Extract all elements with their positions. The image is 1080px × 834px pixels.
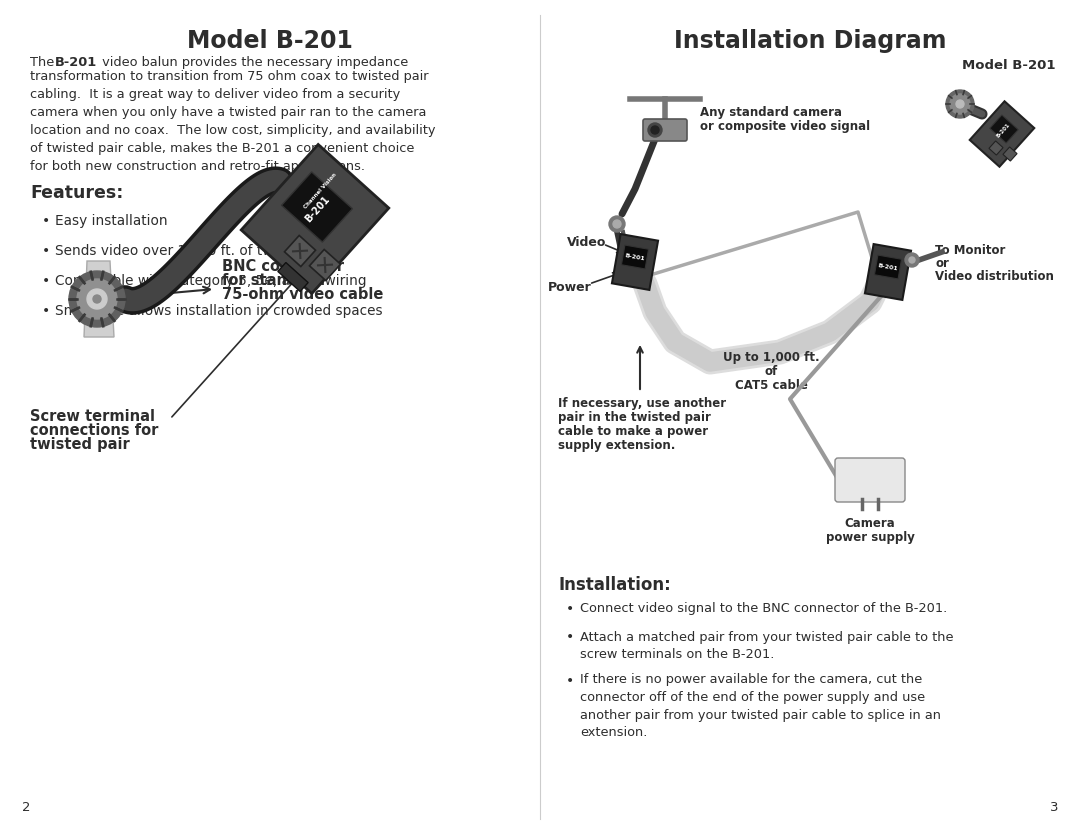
- FancyBboxPatch shape: [643, 119, 687, 141]
- Text: The: The: [30, 56, 58, 69]
- Circle shape: [950, 94, 970, 114]
- Circle shape: [909, 257, 915, 263]
- Text: supply extension.: supply extension.: [558, 439, 675, 452]
- Text: 75-ohm video cable: 75-ohm video cable: [222, 287, 383, 302]
- Text: •: •: [42, 214, 51, 228]
- Polygon shape: [970, 101, 1035, 167]
- Text: pair in the twisted pair: pair in the twisted pair: [558, 411, 711, 424]
- Text: Power: Power: [549, 280, 592, 294]
- Polygon shape: [278, 263, 308, 292]
- Polygon shape: [612, 234, 658, 290]
- Text: Video distribution: Video distribution: [935, 269, 1054, 283]
- Text: 3: 3: [1050, 801, 1058, 814]
- Polygon shape: [241, 144, 389, 294]
- Text: If there is no power available for the camera, cut the
connector off of the end : If there is no power available for the c…: [580, 674, 941, 739]
- Polygon shape: [621, 245, 649, 269]
- Text: for standard: for standard: [222, 273, 325, 288]
- Text: B-201: B-201: [624, 253, 646, 261]
- Text: Up to 1,000 ft.: Up to 1,000 ft.: [723, 350, 820, 364]
- Polygon shape: [282, 172, 352, 242]
- Text: Video: Video: [567, 235, 607, 249]
- Text: If necessary, use another: If necessary, use another: [558, 397, 726, 410]
- Circle shape: [905, 253, 919, 267]
- Text: Installation:: Installation:: [558, 576, 671, 594]
- Text: Camera: Camera: [845, 517, 895, 530]
- Text: connections for: connections for: [30, 423, 159, 438]
- Text: or: or: [935, 257, 949, 269]
- Text: Model B-201: Model B-201: [187, 29, 353, 53]
- Circle shape: [87, 289, 107, 309]
- Text: B-201: B-201: [302, 193, 332, 224]
- Text: BNC connector: BNC connector: [222, 259, 345, 274]
- Circle shape: [609, 216, 625, 232]
- Text: Features:: Features:: [30, 184, 123, 202]
- Text: •: •: [566, 602, 575, 616]
- Text: Attach a matched pair from your twisted pair cable to the
screw terminals on the: Attach a matched pair from your twisted …: [580, 631, 954, 661]
- Text: •: •: [566, 674, 575, 687]
- Circle shape: [651, 126, 659, 134]
- Text: •: •: [42, 244, 51, 258]
- Text: CAT5 cable: CAT5 cable: [734, 379, 808, 391]
- Polygon shape: [875, 255, 902, 279]
- Text: •: •: [42, 304, 51, 318]
- Text: Channel Vision: Channel Vision: [302, 173, 337, 210]
- Text: transformation to transition from 75 ohm coax to twisted pair
cabling.  It is a : transformation to transition from 75 ohm…: [30, 70, 435, 173]
- Polygon shape: [1003, 147, 1017, 161]
- Polygon shape: [865, 244, 912, 300]
- Polygon shape: [310, 249, 340, 280]
- Text: •: •: [566, 631, 575, 645]
- Text: twisted pair: twisted pair: [30, 437, 130, 452]
- Polygon shape: [989, 141, 1003, 155]
- Circle shape: [77, 279, 117, 319]
- Text: B-201: B-201: [877, 263, 899, 271]
- Text: Connect video signal to the BNC connector of the B-201.: Connect video signal to the BNC connecto…: [580, 602, 947, 615]
- Text: Compatible with Category 5, 5e, and 6 wiring: Compatible with Category 5, 5e, and 6 wi…: [55, 274, 366, 288]
- Text: Installation Diagram: Installation Diagram: [674, 29, 946, 53]
- Text: Sends video over 1,000 ft. of twisted pair: Sends video over 1,000 ft. of twisted pa…: [55, 244, 338, 258]
- FancyBboxPatch shape: [835, 458, 905, 502]
- Text: B-201: B-201: [55, 56, 97, 69]
- Text: or composite video signal: or composite video signal: [700, 119, 870, 133]
- Text: Easy installation: Easy installation: [55, 214, 167, 228]
- Polygon shape: [84, 261, 114, 337]
- Text: •: •: [42, 274, 51, 288]
- Polygon shape: [284, 235, 315, 267]
- Text: video balun provides the necessary impedance: video balun provides the necessary imped…: [98, 56, 408, 69]
- Text: power supply: power supply: [825, 531, 915, 544]
- Circle shape: [613, 220, 621, 228]
- Text: Model B-201: Model B-201: [961, 59, 1055, 72]
- Polygon shape: [989, 115, 1018, 143]
- Text: B-201: B-201: [995, 122, 1011, 138]
- Text: Screw terminal: Screw terminal: [30, 409, 156, 424]
- Text: of: of: [765, 364, 778, 378]
- Circle shape: [956, 100, 964, 108]
- Text: Any standard camera: Any standard camera: [700, 105, 842, 118]
- Text: To Monitor: To Monitor: [935, 244, 1005, 257]
- Circle shape: [93, 295, 102, 303]
- Text: cable to make a power: cable to make a power: [558, 425, 708, 438]
- Circle shape: [946, 90, 974, 118]
- Circle shape: [69, 271, 125, 327]
- Text: 2: 2: [22, 801, 30, 814]
- Circle shape: [648, 123, 662, 137]
- Text: Small size allows installation in crowded spaces: Small size allows installation in crowde…: [55, 304, 382, 318]
